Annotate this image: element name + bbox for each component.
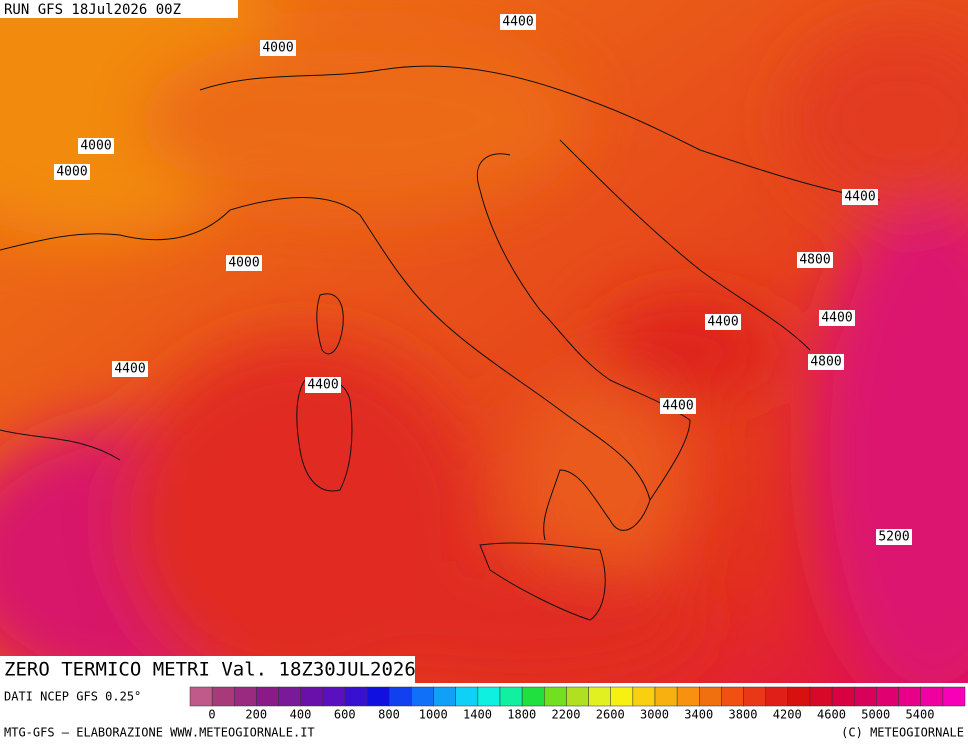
contour-label-box <box>660 398 696 414</box>
contour-label-box <box>876 529 912 545</box>
colorbar-swatch <box>322 686 346 707</box>
contour-label-box <box>305 377 341 393</box>
contour-label: 4000 <box>262 41 293 56</box>
colorbar-label: 2600 <box>596 708 625 722</box>
colorbar-label: 200 <box>245 708 267 722</box>
contour-label: 4400 <box>662 399 693 414</box>
colorbar-swatch <box>942 686 966 707</box>
colorbar-swatch <box>256 686 279 707</box>
colorbar-swatch <box>189 686 213 707</box>
contour-label: 4000 <box>56 165 87 180</box>
contour-label: 4000 <box>228 256 259 271</box>
colorbar-swatch <box>787 686 811 707</box>
footer-right: (C) METEOGIORNALE <box>841 726 964 740</box>
contour-label: 4400 <box>114 362 145 377</box>
contour-label-box <box>500 14 536 30</box>
colorbar-label: 600 <box>334 708 356 722</box>
colorbar: 0 200 400 600 800 1000 1400 1800 2200 2600 3000 340… <box>189 686 966 722</box>
contour-label: 4400 <box>307 378 338 393</box>
contour-label: 4400 <box>844 190 875 205</box>
contour-label-box <box>78 138 114 154</box>
contour-label-box <box>260 40 296 56</box>
contour-label: 4000 <box>80 139 111 154</box>
contour-label-box <box>112 361 148 377</box>
contour-label-box <box>797 252 833 268</box>
contour-label-box <box>808 354 844 370</box>
colorbar-swatch <box>743 686 766 707</box>
contour-label-box <box>842 189 878 205</box>
colorbar-swatch <box>676 686 700 707</box>
coastlines <box>0 65 881 621</box>
colorbar-label: 3800 <box>729 708 758 722</box>
contour-label: 4800 <box>799 253 830 268</box>
colorbar-label: 3000 <box>640 708 669 722</box>
colorbar-label: 1400 <box>463 708 492 722</box>
contour-label: 4400 <box>707 315 738 330</box>
colorbar-swatch <box>544 686 567 707</box>
colorbar-swatch <box>566 686 589 707</box>
colorbar-swatch <box>433 686 456 707</box>
colorbar-swatch <box>455 686 479 707</box>
colorbar-label: 4200 <box>773 708 802 722</box>
colorbar-label: 0 <box>208 708 215 722</box>
contour-label: 5200 <box>878 530 909 545</box>
colorbar-swatch <box>765 686 789 707</box>
colorbar-swatch <box>809 686 833 707</box>
source-label: DATI NCEP GFS 0.25° <box>4 690 141 704</box>
colorbar-label: 5400 <box>906 708 935 722</box>
colorbar-label: 1800 <box>507 708 536 722</box>
contour-labels: 4400 4000 4000 4000 4400 4800 4000 4400 4400 4800… <box>54 14 912 545</box>
colorbar-label: 3400 <box>684 708 713 722</box>
contour-label-box <box>819 310 855 326</box>
contour-label: 4400 <box>502 15 533 30</box>
colorbar-swatch <box>477 686 501 707</box>
contour-label: 4400 <box>821 311 852 326</box>
colorbar-swatch <box>411 686 434 707</box>
colorbar-swatch <box>920 686 944 707</box>
colorbar-swatch <box>344 686 368 707</box>
run-label: RUN GFS 18Jul2026 00Z <box>4 2 181 18</box>
colorbar-swatch <box>854 686 877 707</box>
colorbar-swatch <box>211 686 235 707</box>
colorbar-swatch <box>699 686 722 707</box>
colorbar-swatch <box>366 686 390 707</box>
contour-label-box <box>226 255 262 271</box>
colorbar-swatch <box>831 686 855 707</box>
colorbar-swatch <box>588 686 611 707</box>
colorbar-swatch <box>278 686 301 707</box>
colorbar-swatch <box>389 686 412 707</box>
contour-label: 4800 <box>810 355 841 370</box>
map-title: ZERO TERMICO METRI Val. 18Z30JUL2026 <box>4 659 416 681</box>
map: 4400 4000 4000 4000 4400 4800 4000 4400 4400 4800… <box>0 0 968 683</box>
colorbar-label: 4600 <box>817 708 846 722</box>
colorbar-swatch <box>654 686 678 707</box>
colorbar-label: 1000 <box>419 708 448 722</box>
colorbar-swatch <box>876 686 899 707</box>
colorbar-swatch <box>499 686 523 707</box>
colorbar-swatch <box>300 686 324 707</box>
contour-label-box <box>705 314 741 330</box>
colorbar-label: 5000 <box>861 708 890 722</box>
colorbar-swatch <box>632 686 656 707</box>
colorbar-swatch <box>898 686 921 707</box>
contour-label-box <box>54 164 90 180</box>
colorbar-swatch <box>721 686 744 707</box>
colorbar-label: 800 <box>378 708 400 722</box>
colorbar-label: 400 <box>290 708 312 722</box>
colorbar-swatch <box>234 686 257 707</box>
colorbar-swatch <box>521 686 545 707</box>
colorbar-swatch <box>610 686 634 707</box>
colorbar-label: 2200 <box>552 708 581 722</box>
footer-left: MTG-GFS – ELABORAZIONE WWW.METEOGIORNALE… <box>4 726 315 740</box>
